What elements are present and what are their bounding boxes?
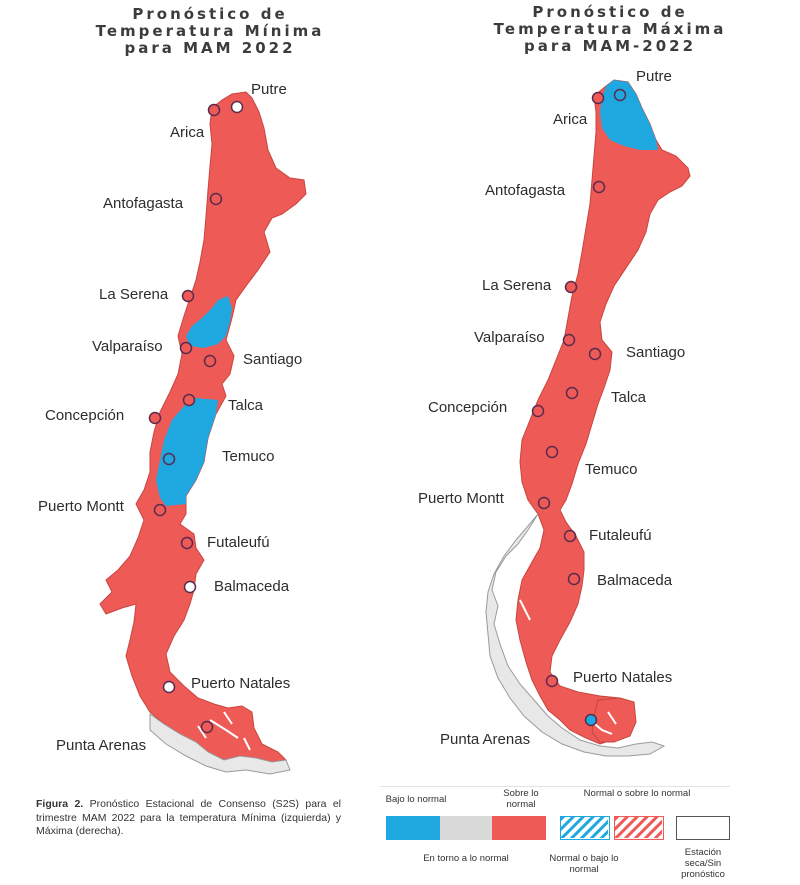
station-marker-max-arica[interactable] xyxy=(591,91,605,105)
fjord-lines-min xyxy=(197,711,251,751)
title-max-line-3: para MAM-2022 xyxy=(523,37,697,55)
city-label-max-talca: Talca xyxy=(611,389,647,406)
legend-swatch-normal-or-above xyxy=(614,816,664,840)
map-min-temp xyxy=(99,91,307,775)
city-label-min-puerto-natales: Puerto Natales xyxy=(191,675,291,692)
city-label-min-santiago: Santiago xyxy=(243,351,303,368)
city-label-min-talca: Talca xyxy=(228,397,264,414)
station-marker-min-talca[interactable] xyxy=(182,393,196,407)
legend-label-dry-station: Estación seca/Sin pronóstico xyxy=(681,847,725,880)
title-min-line-2: Temperatura Mínima xyxy=(95,22,325,40)
city-label-min-futaleufu: Futaleufú xyxy=(207,534,270,551)
station-marker-max-punta-arenas[interactable] xyxy=(584,713,598,727)
legend-swatch-near-normal xyxy=(440,816,492,840)
station-marker-min-antofagasta[interactable] xyxy=(209,192,223,206)
station-marker-max-futaleufu[interactable] xyxy=(563,529,577,543)
hatch-blue-swatch xyxy=(561,817,608,838)
city-label-max-puerto-natales: Puerto Natales xyxy=(573,669,673,686)
station-marker-min-putre[interactable] xyxy=(230,100,244,114)
city-label-max-balmaceda: Balmaceda xyxy=(597,572,673,589)
below-normal-zone-south-min xyxy=(156,398,218,506)
station-marker-max-talca[interactable] xyxy=(565,386,579,400)
legend-label-above-normal: Sobre lo normal xyxy=(503,788,539,810)
station-marker-min-la-serena[interactable] xyxy=(181,289,195,303)
station-marker-min-balmaceda[interactable] xyxy=(183,580,197,594)
title-max-line-2: Temperatura Máxima xyxy=(493,20,727,38)
station-marker-min-concepcion[interactable] xyxy=(148,411,162,425)
title-min-temp: Pronóstico de Temperatura Mínima para MA… xyxy=(60,6,360,57)
station-marker-max-temuco[interactable] xyxy=(545,445,559,459)
title-min-line-3: para MAM 2022 xyxy=(124,39,296,57)
figure-label: Figura 2. xyxy=(36,798,84,810)
city-label-min-arica: Arica xyxy=(170,124,205,141)
city-label-max-concepcion: Concepción xyxy=(428,399,508,416)
station-marker-min-puerto-natales[interactable] xyxy=(162,680,176,694)
station-marker-min-temuco[interactable] xyxy=(162,452,176,466)
station-marker-max-la-serena[interactable] xyxy=(564,280,578,294)
city-label-max-temuco: Temuco xyxy=(585,461,638,478)
city-label-min-concepcion: Concepción xyxy=(45,407,125,424)
city-label-min-balmaceda: Balmaceda xyxy=(214,578,290,595)
legend-label-near-normal: En torno a lo normal xyxy=(423,853,509,864)
station-marker-max-puerto-natales[interactable] xyxy=(545,674,559,688)
station-marker-max-valparaiso[interactable] xyxy=(562,333,576,347)
city-label-min-putre: Putre xyxy=(251,81,287,98)
station-marker-min-valparaiso[interactable] xyxy=(179,341,193,355)
legend-swatch-normal-or-below xyxy=(560,816,610,840)
city-label-min-temuco: Temuco xyxy=(222,448,275,465)
islands-grey-max xyxy=(485,513,666,757)
city-label-max-arica: Arica xyxy=(553,111,588,128)
legend-divider xyxy=(380,786,730,787)
city-label-max-putre: Putre xyxy=(636,68,672,85)
city-label-max-punta-arenas: Punta Arenas xyxy=(440,731,531,748)
city-label-min-valparaiso: Valparaíso xyxy=(92,338,163,355)
station-marker-min-punta-arenas[interactable] xyxy=(200,720,214,734)
legend-swatch-above-normal xyxy=(492,816,546,840)
station-marker-min-puerto-montt[interactable] xyxy=(153,503,167,517)
legend-label-below-normal: Bajo lo normal xyxy=(385,794,447,805)
map-max-temp xyxy=(485,79,691,757)
station-marker-min-santiago[interactable] xyxy=(203,354,217,368)
city-label-max-valparaiso: Valparaíso xyxy=(474,329,545,346)
fjord-lines-max xyxy=(511,599,617,735)
city-label-min-antofagasta: Antofagasta xyxy=(103,195,184,212)
stations-max xyxy=(531,88,627,727)
title-max-temp: Pronóstico de Temperatura Máxima para MA… xyxy=(460,4,760,55)
hatch-red-swatch xyxy=(615,817,662,838)
legend-label-normal-or-below: Normal o bajo lo normal xyxy=(549,853,619,875)
station-marker-min-futaleufu[interactable] xyxy=(180,536,194,550)
legend-swatch-dry-station xyxy=(676,816,730,840)
station-marker-max-concepcion[interactable] xyxy=(531,404,545,418)
city-label-min-puerto-montt: Puerto Montt xyxy=(38,498,124,515)
islands-grey-min xyxy=(149,713,291,775)
stations-min xyxy=(148,100,244,734)
city-label-max-puerto-montt: Puerto Montt xyxy=(418,490,504,507)
legend-label-normal-or-above: Normal o sobre lo normal xyxy=(583,788,691,799)
city-label-max-futaleufu: Futaleufú xyxy=(589,527,652,544)
station-marker-min-arica[interactable] xyxy=(207,103,221,117)
city-label-max-santiago: Santiago xyxy=(626,344,686,361)
title-min-line-1: Pronóstico de xyxy=(132,5,288,23)
station-marker-max-putre[interactable] xyxy=(613,88,627,102)
legend-swatch-below-normal xyxy=(386,816,440,840)
station-marker-max-santiago[interactable] xyxy=(588,347,602,361)
figure-caption-text: Pronóstico Estacional de Consenso (S2S) … xyxy=(36,798,341,837)
title-max-line-1: Pronóstico de xyxy=(532,3,688,21)
city-label-max-antofagasta: Antofagasta xyxy=(485,182,566,199)
station-marker-max-antofagasta[interactable] xyxy=(592,180,606,194)
city-label-min-punta-arenas: Punta Arenas xyxy=(56,737,147,754)
station-marker-max-balmaceda[interactable] xyxy=(567,572,581,586)
city-label-max-la-serena: La Serena xyxy=(482,277,552,294)
city-label-min-la-serena: La Serena xyxy=(99,286,169,303)
below-normal-zone-north-min xyxy=(186,296,232,348)
figure-caption: Figura 2. Pronóstico Estacional de Conse… xyxy=(36,798,341,839)
station-marker-max-puerto-montt[interactable] xyxy=(537,496,551,510)
